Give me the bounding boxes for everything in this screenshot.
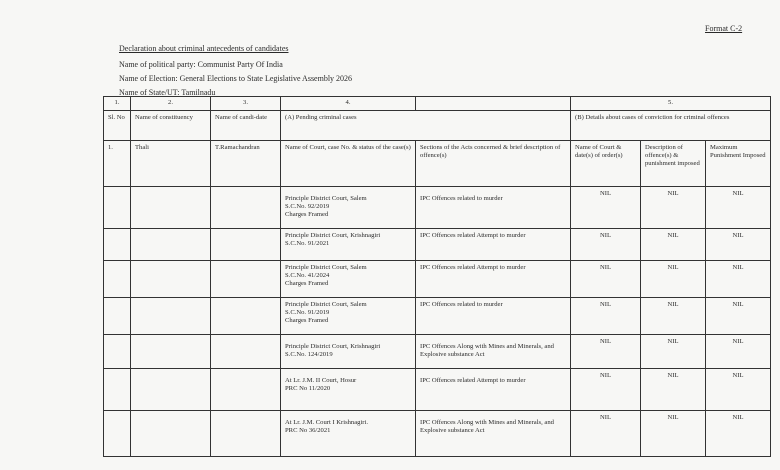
header-conviction: (B) Details about cases of conviction fo… (569, 110, 772, 141)
conviction-court: NIL (570, 228, 641, 261)
document-title: Declaration about criminal antecedents o… (119, 44, 289, 53)
table-row: Principle District Court, Salem S.C.No. … (103, 297, 772, 335)
empty-cell (130, 186, 211, 229)
header-candidate: Name of candi-date (210, 110, 281, 141)
empty-cell (103, 297, 131, 335)
max-punishment: NIL (704, 260, 772, 298)
col-number: 3. (210, 96, 281, 111)
conviction-court: NIL (570, 260, 641, 298)
conviction-description: NIL (640, 260, 706, 298)
max-punishment: NIL (704, 297, 772, 335)
court-case: Principle District Court, Salem S.C.No. … (280, 297, 416, 335)
table-row: Principle District Court, Krishnagiri S.… (103, 228, 772, 261)
empty-cell (130, 228, 211, 261)
header-pending-cases: (A) Pending criminal cases (280, 110, 571, 141)
max-punishment: NIL (704, 410, 772, 457)
format-label: Format C-2 (705, 24, 743, 33)
conviction-description: NIL (640, 297, 706, 335)
party-line: Name of political party: Communist Party… (119, 60, 283, 69)
empty-cell (210, 186, 281, 229)
empty-cell (103, 186, 131, 229)
conviction-description: NIL (640, 410, 706, 457)
table-row: At Lr. J.M. II Court, Hosur PRC No 11/20… (103, 368, 772, 411)
empty-cell (210, 368, 281, 411)
empty-cell (210, 297, 281, 335)
election-line: Name of Election: General Elections to S… (119, 74, 353, 83)
table-row: Principle District Court, Krishnagiri S.… (103, 334, 772, 369)
empty-cell (103, 260, 131, 298)
state-line: Name of State/UT: Tamilnadu (119, 88, 216, 97)
subheader-description: Description of offence(s) & punishment i… (640, 140, 706, 187)
subheader-max-punishment: Maximum Punishment Imposed (704, 140, 772, 187)
court-case: At Lr. J.M. Court I Krishnagiri. PRC No … (280, 410, 416, 457)
empty-cell (210, 260, 281, 298)
conviction-court: NIL (570, 334, 641, 369)
empty-cell (130, 260, 211, 298)
constituency: Thali (130, 140, 211, 187)
court-case: Principle District Court, Salem S.C.No. … (280, 260, 416, 298)
empty-cell (103, 410, 131, 457)
offence-sections: IPC Offences Along with Mines and Minera… (415, 334, 571, 369)
table-row: At Lr. J.M. Court I Krishnagiri. PRC No … (103, 410, 772, 457)
header-row: Sl. No Name of constituency Name of cand… (103, 110, 772, 141)
empty-cell (130, 368, 211, 411)
conviction-description: NIL (640, 368, 706, 411)
empty-cell (210, 228, 281, 261)
empty-cell (130, 297, 211, 335)
criminal-antecedents-table: 1. 2. 3. 4. 5. Sl. No Name of constituen… (103, 96, 772, 457)
empty-cell (103, 228, 131, 261)
empty-cell (210, 410, 281, 457)
offence-sections: IPC Offences related to murder (415, 186, 571, 229)
conviction-description: NIL (640, 228, 706, 261)
max-punishment: NIL (704, 334, 772, 369)
offence-sections: IPC Offences Along with Mines and Minera… (415, 410, 571, 457)
max-punishment: NIL (704, 186, 772, 229)
header-constituency: Name of constituency (130, 110, 211, 141)
offence-sections: IPC Offences related Attempt to murder (415, 260, 571, 298)
empty-cell (130, 334, 211, 369)
conviction-court: NIL (570, 368, 641, 411)
court-case: Principle District Court, Krishnagiri S.… (280, 228, 416, 261)
max-punishment: NIL (704, 368, 772, 411)
candidate: T.Ramachandran (210, 140, 281, 187)
col-number: 1. (103, 96, 131, 111)
conviction-description: NIL (640, 186, 706, 229)
subheader-court: Name of Court, case No. & status of the … (280, 140, 416, 187)
table-row: Principle District Court, Salem S.C.No. … (103, 260, 772, 298)
table-row: 1. Thali T.Ramachandran Name of Court, c… (103, 140, 772, 187)
offence-sections: IPC Offences related to murder (415, 297, 571, 335)
col-number (415, 96, 571, 111)
column-number-row: 1. 2. 3. 4. 5. (103, 96, 772, 111)
subheader-court-date: Name of Court & date(s) of order(s) (570, 140, 641, 187)
empty-cell (210, 334, 281, 369)
conviction-court: NIL (570, 297, 641, 335)
table-row: Principle District Court, Salem S.C.No. … (103, 186, 772, 229)
conviction-court: NIL (570, 186, 641, 229)
empty-cell (103, 368, 131, 411)
conviction-description: NIL (640, 334, 706, 369)
max-punishment: NIL (704, 228, 772, 261)
col-number: 5. (569, 96, 772, 111)
empty-cell (130, 410, 211, 457)
court-case: Principle District Court, Krishnagiri S.… (280, 334, 416, 369)
court-case: Principle District Court, Salem S.C.No. … (280, 186, 416, 229)
offence-sections: IPC Offences related Attempt to murder (415, 228, 571, 261)
col-number: 2. (130, 96, 211, 111)
subheader-sections: Sections of the Acts concerned & brief d… (415, 140, 571, 187)
conviction-court: NIL (570, 410, 641, 457)
empty-cell (103, 334, 131, 369)
offence-sections: IPC Offences related Attempt to murder (415, 368, 571, 411)
court-case: At Lr. J.M. II Court, Hosur PRC No 11/20… (280, 368, 416, 411)
sl-no: 1. (103, 140, 131, 187)
header-sl-no: Sl. No (103, 110, 131, 141)
col-number: 4. (280, 96, 416, 111)
